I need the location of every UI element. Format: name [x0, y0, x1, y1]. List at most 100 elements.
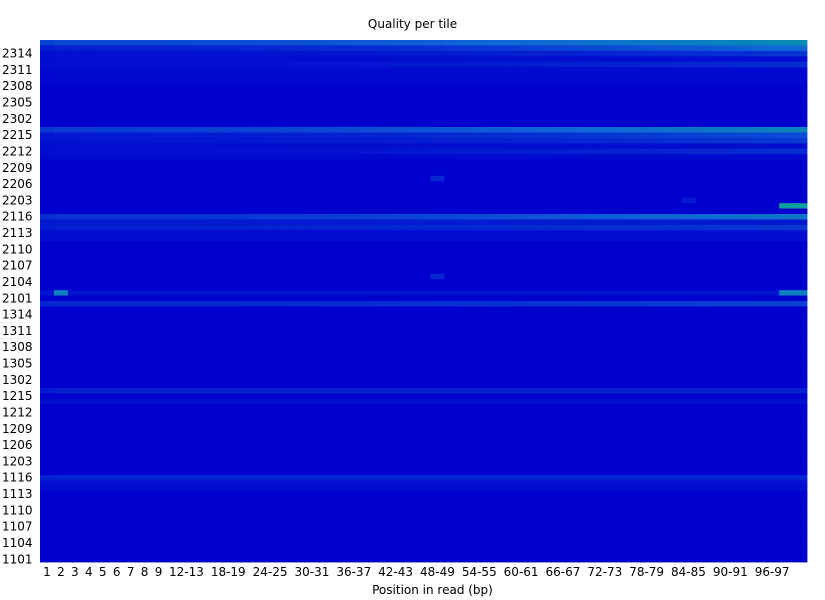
heatmap-cell — [500, 45, 515, 52]
heatmap-cell — [277, 99, 292, 106]
heatmap-cell — [430, 110, 445, 117]
heatmap-cell — [207, 426, 222, 432]
heatmap-cell — [235, 279, 250, 286]
heatmap-cell — [263, 40, 278, 46]
heatmap-cell — [291, 529, 306, 536]
heatmap-cell — [653, 197, 668, 204]
heatmap-cell — [179, 132, 194, 139]
heatmap-cell — [793, 143, 808, 150]
heatmap-cell — [123, 518, 139, 525]
heatmap-cell — [416, 284, 431, 291]
heatmap-cell — [67, 475, 83, 481]
heatmap-cell — [235, 349, 250, 356]
heatmap-cell — [737, 137, 752, 144]
heatmap-cell — [263, 224, 278, 231]
heatmap-cell — [583, 475, 599, 481]
heatmap-cell — [332, 507, 348, 514]
heatmap-cell — [263, 252, 278, 258]
heatmap-cell — [402, 447, 417, 454]
heatmap-cell — [667, 306, 682, 313]
heatmap-cell — [67, 88, 83, 95]
heatmap-cell — [165, 475, 180, 481]
heatmap-cell — [318, 388, 334, 394]
heatmap-cell — [569, 513, 585, 519]
heatmap-cell — [528, 290, 543, 296]
heatmap-cell — [402, 132, 417, 139]
heatmap-cell — [151, 252, 166, 258]
heatmap-cell — [709, 507, 724, 514]
heatmap-cell — [81, 388, 97, 394]
heatmap-cell — [304, 442, 320, 449]
heatmap-cell — [486, 257, 501, 264]
heatmap-cell — [639, 214, 654, 220]
heatmap-cell — [555, 409, 571, 416]
heatmap-cell — [277, 475, 292, 481]
heatmap-cell — [793, 431, 808, 438]
heatmap-cell — [653, 50, 668, 57]
heatmap-cell — [695, 339, 710, 345]
heatmap-cell — [723, 426, 738, 432]
heatmap-cell — [723, 197, 738, 204]
heatmap-cell — [207, 371, 222, 378]
heatmap-cell — [67, 377, 83, 383]
heatmap-cell — [53, 203, 69, 209]
heatmap-cell — [165, 426, 180, 432]
heatmap-cell — [193, 83, 208, 90]
heatmap-cell — [500, 121, 515, 128]
heatmap-cell — [332, 317, 348, 324]
heatmap-cell — [514, 257, 529, 264]
heatmap-cell — [583, 50, 599, 57]
heatmap-cell — [472, 170, 487, 177]
heatmap-cell — [723, 420, 738, 427]
heatmap-cell — [500, 99, 515, 106]
heatmap-cell — [81, 306, 97, 313]
heatmap-cell — [737, 219, 752, 226]
heatmap-cell — [207, 518, 222, 525]
heatmap-cell — [179, 262, 194, 269]
heatmap-cell — [123, 469, 139, 476]
heatmap-cell — [709, 485, 724, 492]
heatmap-cell — [165, 311, 180, 318]
heatmap-cell — [555, 513, 571, 519]
heatmap-cell — [737, 409, 752, 416]
heatmap-cell — [486, 165, 501, 171]
heatmap-cell — [653, 235, 668, 242]
heatmap-cell — [207, 252, 222, 258]
heatmap-cell — [583, 45, 599, 52]
heatmap-cell — [179, 252, 194, 258]
heatmap-cell — [528, 453, 543, 460]
heatmap-cell — [332, 170, 348, 177]
heatmap-cell — [695, 268, 710, 275]
heatmap-cell — [500, 127, 515, 133]
heatmap-cell — [542, 137, 557, 144]
heatmap-cell — [611, 398, 627, 405]
heatmap-cell — [486, 339, 501, 345]
heatmap-cell — [793, 290, 808, 296]
heatmap-cell — [639, 311, 654, 318]
heatmap-cell — [472, 257, 487, 264]
heatmap-cell — [277, 366, 292, 373]
heatmap-cell — [737, 67, 752, 74]
heatmap-cell — [304, 56, 320, 63]
heatmap-cell — [430, 366, 445, 373]
heatmap-cell — [793, 83, 808, 90]
heatmap-cell — [416, 398, 431, 405]
heatmap-cell — [737, 99, 752, 106]
heatmap-cell — [779, 491, 794, 498]
heatmap-cell — [625, 496, 641, 503]
heatmap-cell — [583, 94, 599, 101]
heatmap-cell — [53, 442, 69, 449]
heatmap-cell — [388, 268, 403, 275]
heatmap-cell — [486, 317, 501, 324]
heatmap-cell — [416, 175, 431, 182]
heatmap-cell — [374, 523, 390, 530]
heatmap-cell — [625, 409, 641, 416]
heatmap-cell — [53, 306, 69, 313]
heatmap-cell — [528, 224, 543, 231]
heatmap-cell — [430, 45, 445, 52]
heatmap-cell — [95, 469, 111, 476]
heatmap-cell — [263, 420, 278, 427]
heatmap-cell — [53, 502, 69, 509]
heatmap-cell — [332, 344, 348, 351]
heatmap-cell — [611, 513, 627, 519]
